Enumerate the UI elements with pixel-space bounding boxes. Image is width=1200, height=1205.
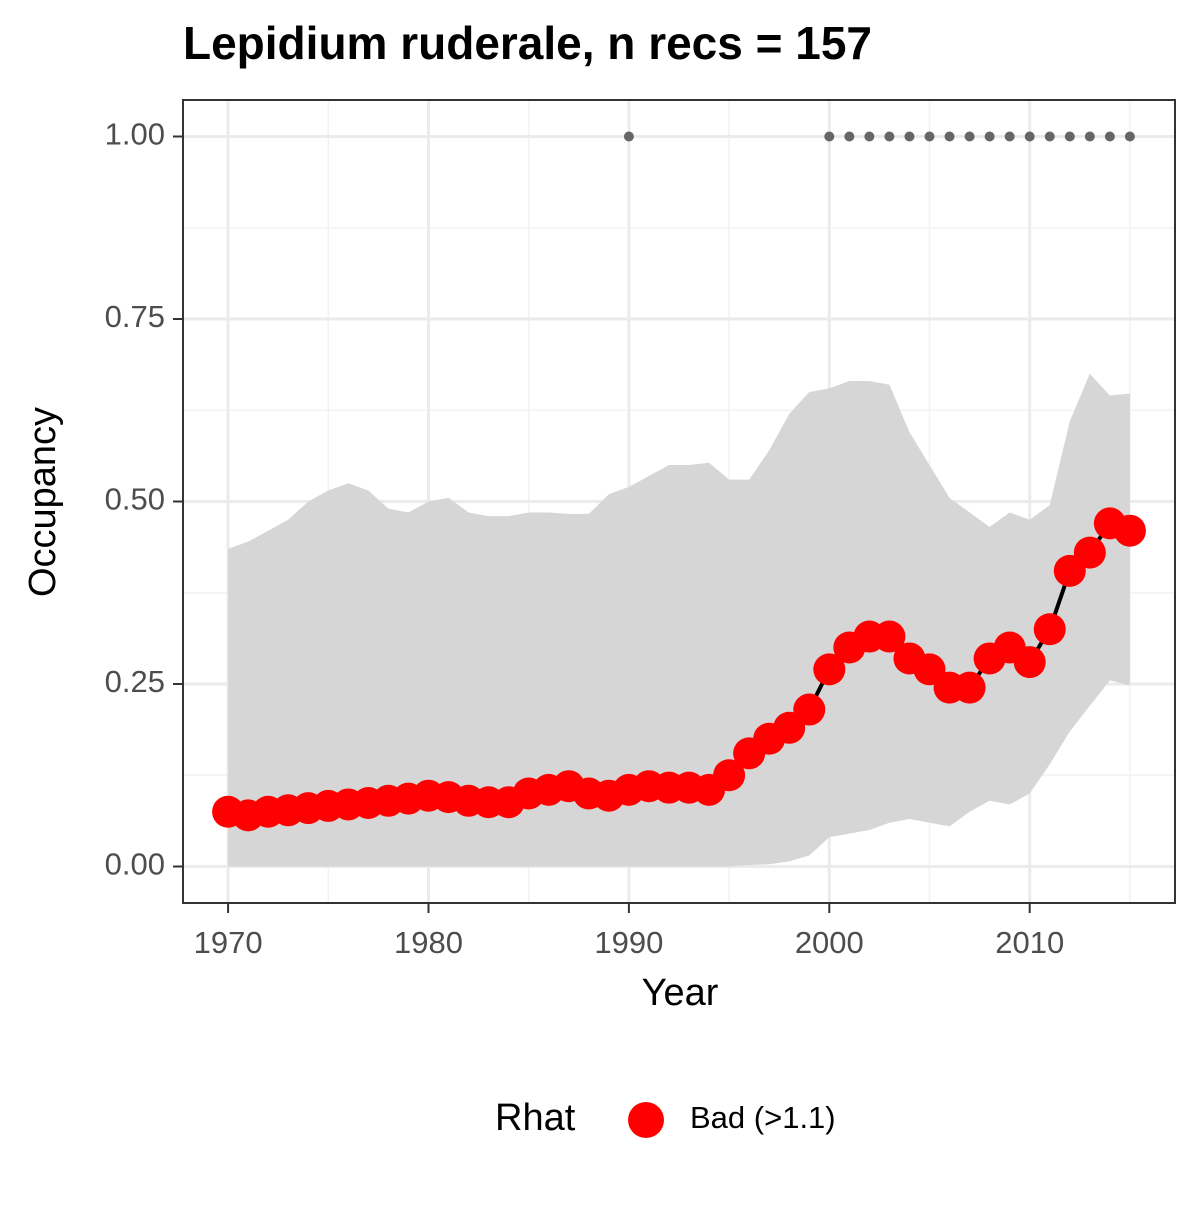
- record-point: [944, 131, 955, 142]
- point: [1113, 514, 1146, 547]
- x-tick-label: 2000: [795, 925, 864, 960]
- x-tick-label: 1990: [594, 925, 663, 960]
- legend-title: Rhat: [495, 1097, 576, 1139]
- point: [1073, 536, 1106, 569]
- record-point: [884, 131, 895, 142]
- legend-label: Bad (>1.1): [690, 1100, 836, 1135]
- point: [713, 759, 746, 792]
- y-axis-label: Occupancy: [22, 407, 64, 597]
- record-point: [1044, 131, 1055, 142]
- x-tick-label: 1970: [194, 925, 263, 960]
- record-point: [1084, 131, 1095, 142]
- y-tick-label: 1.00: [105, 117, 165, 152]
- legend-key: [628, 1102, 664, 1138]
- record-point: [1024, 131, 1035, 142]
- y-tick-label: 0.25: [105, 664, 165, 699]
- point: [873, 620, 906, 653]
- record-point: [824, 131, 835, 142]
- y-tick-label: 0.75: [105, 299, 165, 334]
- confidence-band: [228, 373, 1130, 867]
- point: [1013, 646, 1046, 679]
- record-point: [924, 131, 935, 142]
- x-tick-label: 1980: [394, 925, 463, 960]
- point: [1033, 613, 1066, 646]
- record-point: [1064, 131, 1075, 142]
- chart-title: Lepidium ruderale, n recs = 157: [183, 17, 872, 69]
- x-axis-label: Year: [642, 972, 719, 1014]
- point: [813, 653, 846, 686]
- record-point: [1104, 131, 1115, 142]
- record-point: [904, 131, 915, 142]
- x-tick-label: 2010: [995, 925, 1064, 960]
- record-point: [984, 131, 995, 142]
- record-point: [844, 131, 855, 142]
- y-tick-label: 0.00: [105, 847, 165, 882]
- record-point: [964, 131, 975, 142]
- record-point: [1004, 131, 1015, 142]
- record-point: [864, 131, 875, 142]
- point: [793, 693, 826, 726]
- record-point: [1124, 131, 1135, 142]
- point: [953, 671, 986, 704]
- record-point: [623, 131, 634, 142]
- plot-border: [182, 99, 1176, 904]
- y-tick-label: 0.50: [105, 482, 165, 517]
